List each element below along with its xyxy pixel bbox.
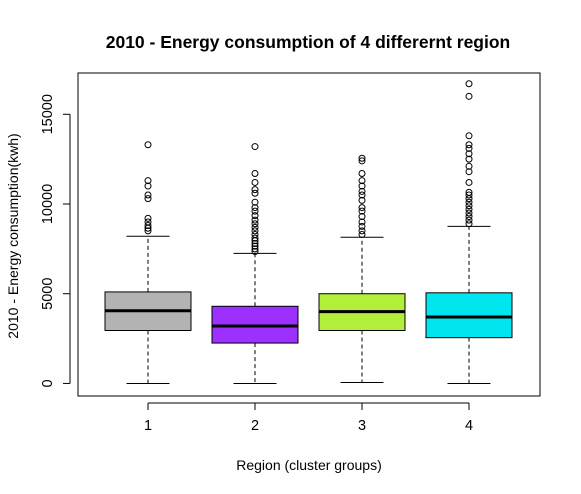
iqr-box — [425, 292, 513, 339]
outlier-point — [358, 207, 366, 215]
outlier-point — [465, 205, 473, 213]
outlier-point — [251, 216, 259, 224]
y-tick-label: 0 — [40, 379, 56, 387]
outlier-point — [358, 213, 366, 221]
outlier-point — [465, 141, 473, 149]
outlier-point — [358, 227, 366, 235]
outlier-point — [465, 220, 473, 228]
x-axis: 1 2 3 4 — [144, 402, 473, 434]
outlier-point — [144, 214, 152, 222]
box-group-2 — [211, 143, 299, 384]
box-group-4 — [425, 80, 513, 384]
outlier-point — [251, 220, 259, 228]
x-tick-label: 2 — [251, 418, 259, 434]
outlier-point — [358, 191, 366, 199]
outlier-point — [251, 186, 259, 194]
outlier-point — [251, 178, 259, 186]
outlier-point — [251, 227, 259, 235]
outlier-point — [251, 212, 259, 220]
outlier-point — [465, 209, 473, 217]
y-axis-label: 2010 - Energy consumption(kwh) — [5, 133, 21, 338]
outlier-point — [251, 143, 259, 151]
outlier-point — [358, 222, 366, 230]
outlier-point — [251, 223, 259, 231]
outlier-point — [465, 155, 473, 163]
outlier-point — [144, 195, 152, 203]
outlier-point — [251, 231, 259, 238]
y-tick-label: 10000 — [40, 184, 56, 224]
outlier-point — [251, 207, 259, 215]
outlier-point — [465, 150, 473, 158]
outlier-point — [251, 239, 259, 247]
outlier-point — [251, 169, 259, 177]
y-tick-label: 15000 — [40, 94, 56, 134]
outlier-point — [465, 191, 473, 199]
outlier-point — [358, 204, 366, 212]
outlier-point — [465, 92, 473, 100]
box-group-3 — [318, 154, 406, 384]
x-axis-label: Region (cluster groups) — [236, 457, 382, 473]
outlier-point — [144, 227, 152, 235]
outlier-point — [358, 157, 366, 165]
outlier-point — [144, 182, 152, 190]
outlier-point — [251, 189, 259, 197]
y-axis: 0 5000 10000 15000 — [40, 94, 71, 387]
outlier-point — [144, 141, 152, 149]
outlier-point — [251, 198, 259, 206]
outlier-point — [358, 169, 366, 177]
x-tick-label: 4 — [465, 418, 473, 434]
outlier-point — [358, 182, 366, 190]
outlier-point — [144, 177, 152, 185]
outlier-point — [358, 187, 366, 195]
outlier-point — [465, 198, 473, 206]
outlier-point — [251, 245, 259, 253]
plot-frame — [77, 72, 541, 397]
outlier-point — [465, 216, 473, 224]
outlier-point — [251, 242, 259, 250]
outlier-point — [465, 178, 473, 186]
outlier-point — [251, 234, 259, 242]
outlier-point — [251, 204, 259, 212]
outlier-point — [358, 218, 366, 226]
outlier-point — [251, 248, 259, 256]
outlier-point — [144, 222, 152, 230]
outlier-point — [465, 168, 473, 176]
outlier-point — [465, 213, 473, 221]
outlier-point — [465, 144, 473, 152]
y-tick-label: 5000 — [40, 278, 56, 310]
x-tick-label: 1 — [144, 418, 152, 434]
box-series — [104, 80, 513, 384]
outlier-point — [358, 231, 366, 238]
outlier-point — [144, 218, 152, 226]
outlier-point — [465, 132, 473, 140]
outlier-point — [144, 191, 152, 199]
outlier-point — [465, 80, 473, 88]
outlier-point — [465, 188, 473, 196]
x-tick-label: 3 — [358, 418, 366, 434]
chart-title: 2010 - Energy consumption of 4 differern… — [106, 32, 511, 52]
outlier-point — [465, 202, 473, 210]
box-group-1 — [104, 141, 192, 384]
outlier-point — [358, 177, 366, 185]
outlier-point — [358, 196, 366, 204]
outlier-point — [358, 154, 366, 162]
outlier-point — [465, 162, 473, 170]
